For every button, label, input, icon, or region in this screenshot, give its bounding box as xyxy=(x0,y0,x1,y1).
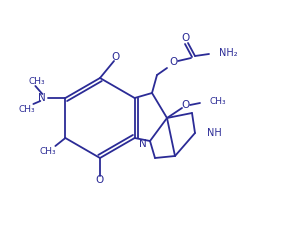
Text: O: O xyxy=(96,175,104,185)
Text: O: O xyxy=(182,100,190,110)
Text: N: N xyxy=(139,139,147,149)
Text: N: N xyxy=(38,93,46,103)
Text: CH₃: CH₃ xyxy=(18,105,35,114)
Text: O: O xyxy=(112,52,120,62)
Text: CH₃: CH₃ xyxy=(39,147,56,156)
Text: NH: NH xyxy=(207,128,222,138)
Text: O: O xyxy=(182,33,190,43)
Text: CH₃: CH₃ xyxy=(28,76,45,86)
Text: NH₂: NH₂ xyxy=(219,48,238,58)
Text: CH₃: CH₃ xyxy=(210,98,227,107)
Text: O: O xyxy=(170,57,178,67)
